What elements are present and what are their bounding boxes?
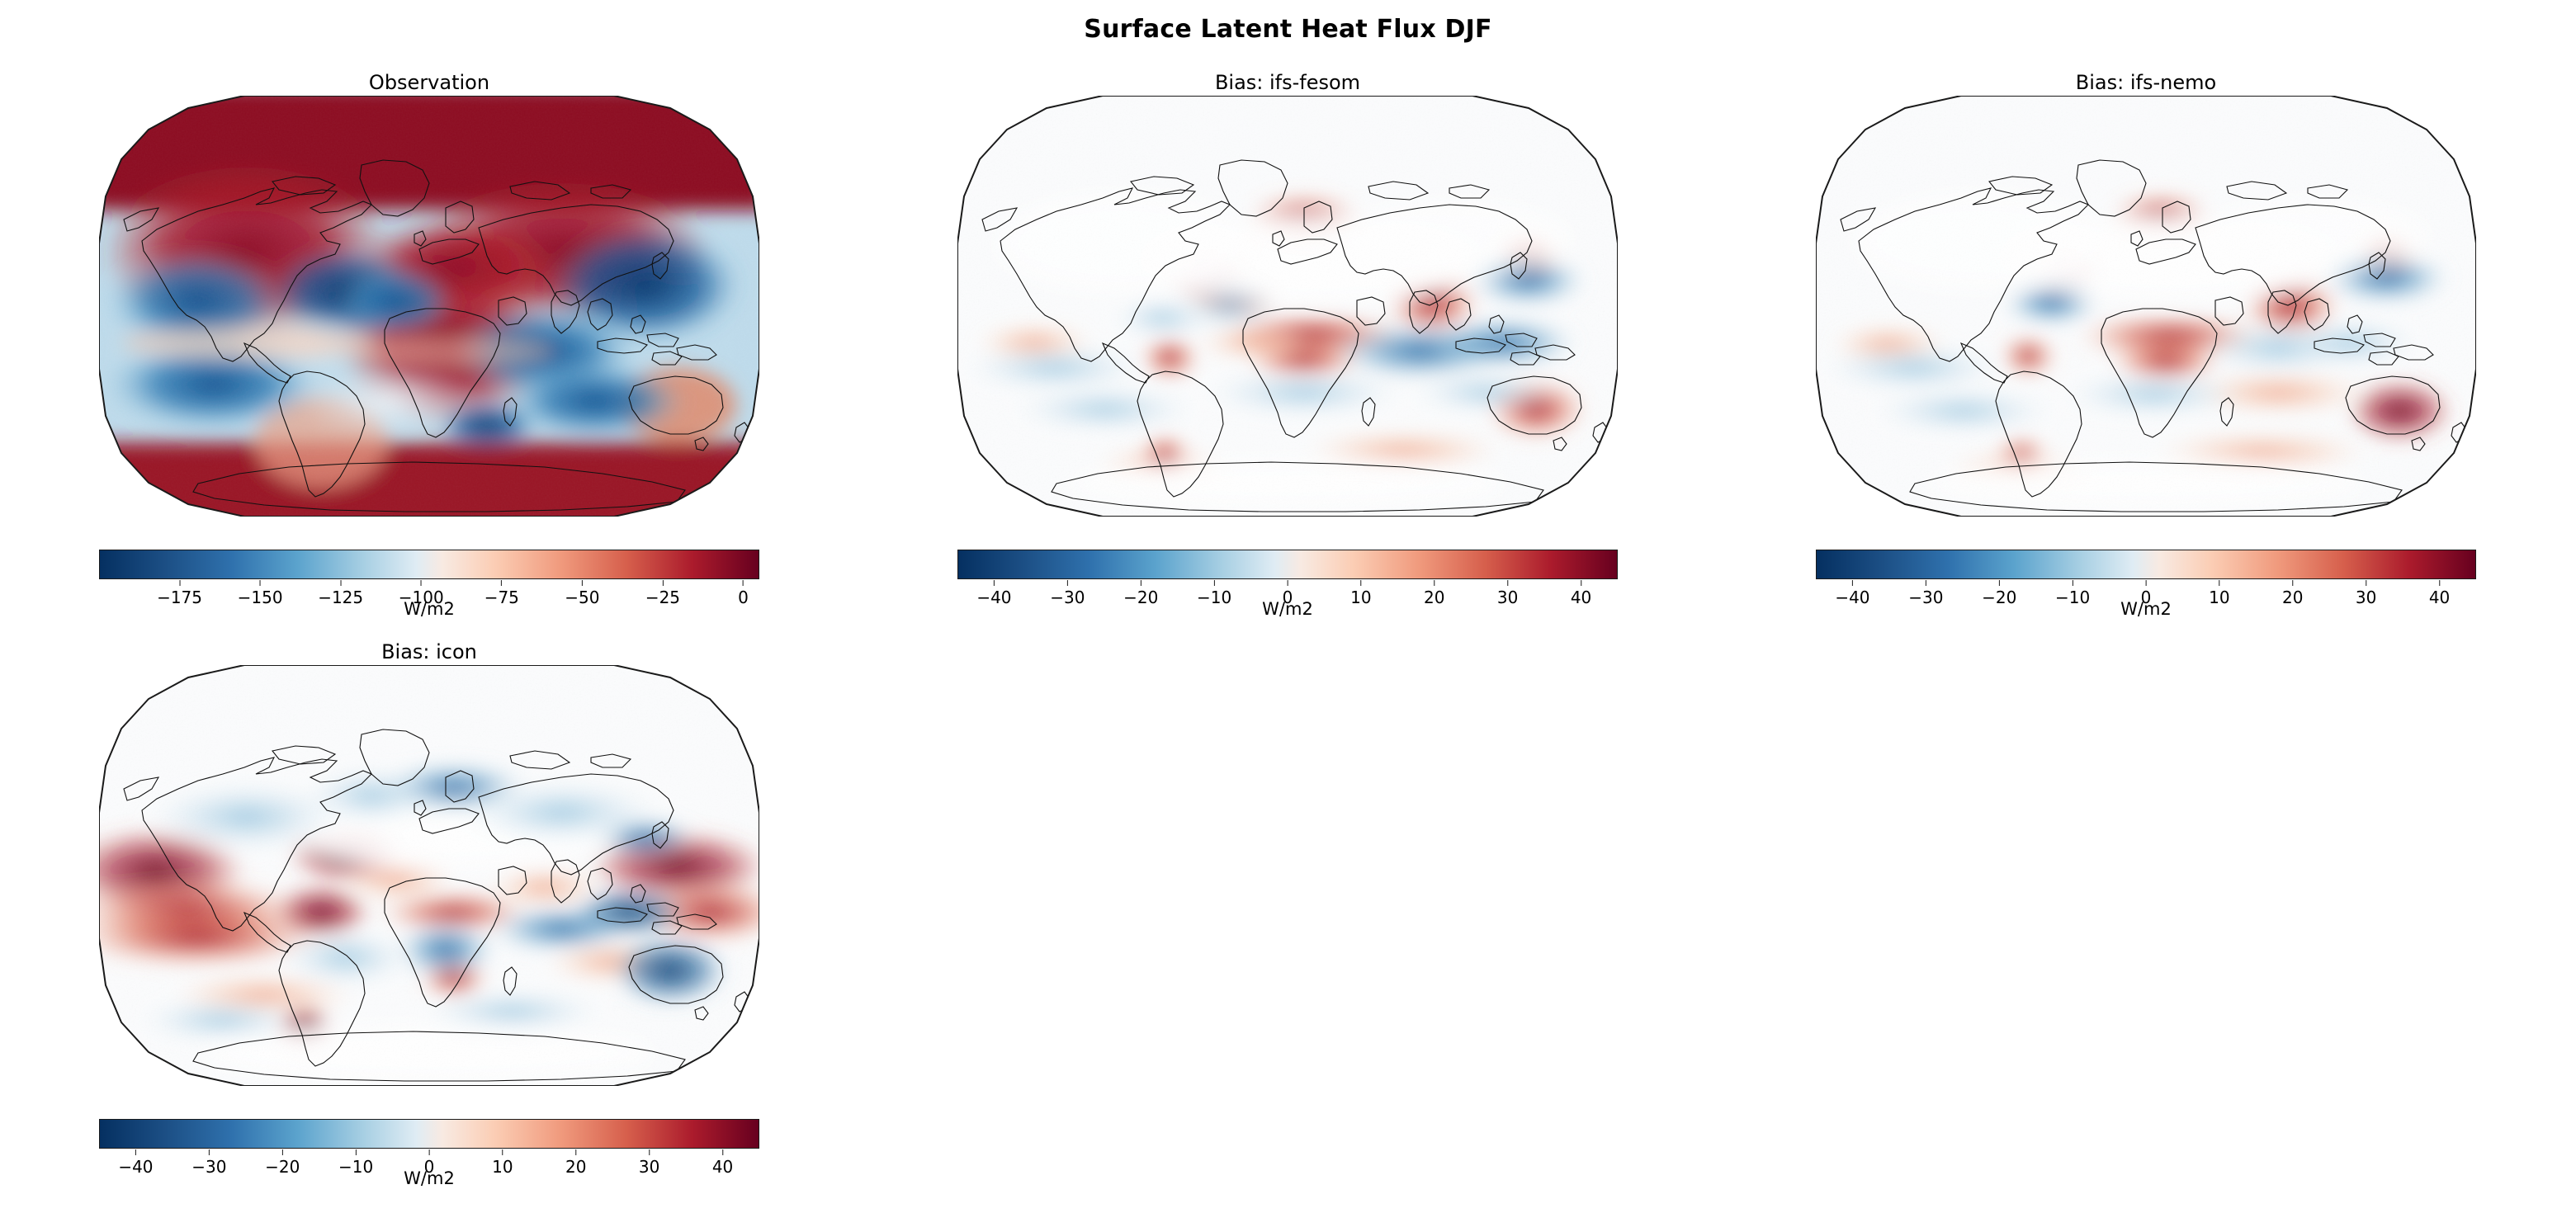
panel-title-ifs-nemo: Bias: ifs-nemo: [2075, 71, 2217, 94]
colorbar-unit-ifs-nemo: W/m2: [2120, 599, 2172, 619]
tick-label: −150: [237, 588, 283, 607]
tick-label: −125: [318, 588, 364, 607]
tick-label: −30: [191, 1157, 227, 1177]
map-clip: [957, 96, 1618, 517]
tick-label: −30: [1908, 588, 1944, 607]
tick-label: −40: [976, 588, 1012, 607]
map-field-observation: [99, 96, 759, 517]
tick-label: 20: [2282, 588, 2304, 607]
map-ifs-fesom[interactable]: [957, 96, 1618, 517]
map-ifs-nemo[interactable]: [1816, 96, 2476, 517]
tick-label: 10: [2209, 588, 2230, 607]
tick-label: 30: [1496, 588, 1519, 607]
colorbar-ticks-ifs-nemo: −40 −30 −20 −10 0 10 20 30 40: [1816, 580, 2476, 608]
tick-label: −40: [118, 1157, 154, 1177]
panel-title-ifs-fesom: Bias: ifs-fesom: [1214, 71, 1361, 94]
colorbar-ifs-nemo[interactable]: −40 −30 −20 −10 0 10 20 30 40 W/m2: [1816, 550, 2476, 619]
panel-bias-icon: Bias: icon: [0, 634, 858, 1203]
map-field-icon: [99, 665, 759, 1086]
colorbar-unit-icon: W/m2: [404, 1168, 455, 1188]
colorbar-ticks-observation: −175 −150 −125 −100 −75 −50 −25 0: [99, 580, 759, 608]
colorbar-ticks-ifs-fesom: −40 −30 −20 −10 0 10 20 30 40: [957, 580, 1618, 608]
tick-label: −20: [1982, 588, 2017, 607]
colorbar-unit-ifs-fesom: W/m2: [1262, 599, 1313, 619]
map-clip: [1816, 96, 2476, 517]
map-field-ifs-nemo: [1816, 96, 2476, 517]
tick-label: 0: [2140, 588, 2152, 607]
tick-label: 40: [711, 1157, 734, 1177]
tick-label: −25: [645, 588, 681, 607]
tick-label: 0: [423, 1157, 435, 1177]
tick-label: −20: [265, 1157, 300, 1177]
map-clip: [99, 96, 759, 517]
panel-bias-ifs-nemo: Bias: ifs-nemo: [1717, 64, 2575, 634]
tick-label: 40: [2428, 588, 2451, 607]
tick-label: 20: [565, 1157, 587, 1177]
tick-label: 30: [638, 1157, 660, 1177]
colorbar-gradient-icon: [99, 1119, 759, 1149]
panel-observation: Observation: [0, 64, 858, 634]
tick-label: −10: [338, 1157, 374, 1177]
map-field-ifs-fesom: [957, 96, 1618, 517]
tick-label: 30: [2355, 588, 2377, 607]
figure-title: Surface Latent Heat Flux DJF: [1084, 15, 1492, 44]
map-clip: [99, 665, 759, 1086]
colorbar-icon[interactable]: −40 −30 −20 −10 0 10 20 30 40 W/m2: [99, 1119, 759, 1188]
tick-label: 10: [492, 1157, 513, 1177]
colorbar-ticks-icon: −40 −30 −20 −10 0 10 20 30 40: [99, 1149, 759, 1178]
colorbar-gradient-observation: [99, 550, 759, 579]
tick-label: 10: [1350, 588, 1372, 607]
panel-title-icon: Bias: icon: [381, 640, 477, 663]
tick-label: 20: [1424, 588, 1445, 607]
panel-bias-ifs-fesom: Bias: ifs-fesom: [858, 64, 1717, 634]
tick-label: 0: [738, 588, 749, 607]
colorbar-gradient-ifs-fesom: [957, 550, 1618, 579]
colorbar-ifs-fesom[interactable]: −40 −30 −20 −10 0 10 20 30 40 W/m2: [957, 550, 1618, 619]
tick-label: −100: [398, 588, 444, 607]
map-observation[interactable]: [99, 96, 759, 517]
tick-label: −40: [1835, 588, 1870, 607]
tick-label: −30: [1050, 588, 1085, 607]
colorbar-gradient-ifs-nemo: [1816, 550, 2476, 579]
tick-label: 40: [1570, 588, 1592, 607]
tick-label: −75: [484, 588, 519, 607]
map-icon[interactable]: [99, 665, 759, 1086]
tick-label: −10: [2055, 588, 2091, 607]
tick-label: −175: [157, 588, 203, 607]
tick-label: 0: [1282, 588, 1293, 607]
panel-title-observation: Observation: [368, 71, 490, 94]
colorbar-unit-observation: W/m2: [404, 599, 455, 619]
tick-label: −10: [1197, 588, 1232, 607]
tick-label: −20: [1123, 588, 1159, 607]
tick-label: −50: [565, 588, 600, 607]
colorbar-observation[interactable]: −175 −150 −125 −100 −75 −50 −25 0 W/m2: [99, 550, 759, 619]
